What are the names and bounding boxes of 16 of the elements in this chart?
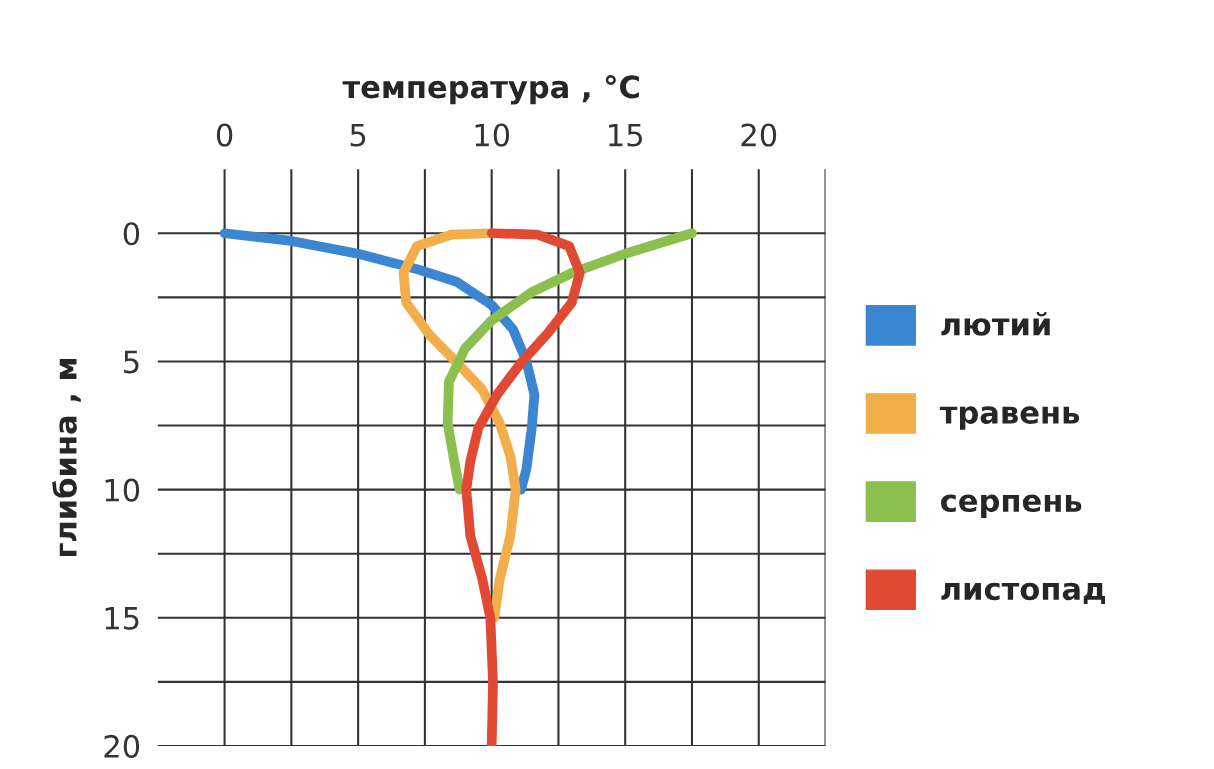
legend-label: листопад	[941, 582, 1105, 605]
y-tick-label: 20	[104, 734, 140, 758]
x-tick-label: 20	[741, 123, 777, 147]
x-tick-label: 5	[350, 123, 366, 147]
x-tick-label: 15	[609, 123, 642, 147]
x-tick-label: 10	[475, 123, 510, 147]
x-tick-label: 0	[216, 123, 233, 147]
legend-label: лютий	[941, 311, 1050, 336]
legend-label: серпень	[941, 494, 1082, 518]
y-tick-label: 10	[105, 478, 140, 502]
legend-label: травень	[939, 406, 1080, 430]
y-axis-title: глибина , м	[52, 359, 81, 557]
x-axis-title: температура , °C	[342, 75, 639, 105]
y-tick-label: 0	[123, 222, 140, 246]
y-tick-label: 15	[105, 607, 139, 630]
y-tick-label: 5	[124, 350, 139, 374]
